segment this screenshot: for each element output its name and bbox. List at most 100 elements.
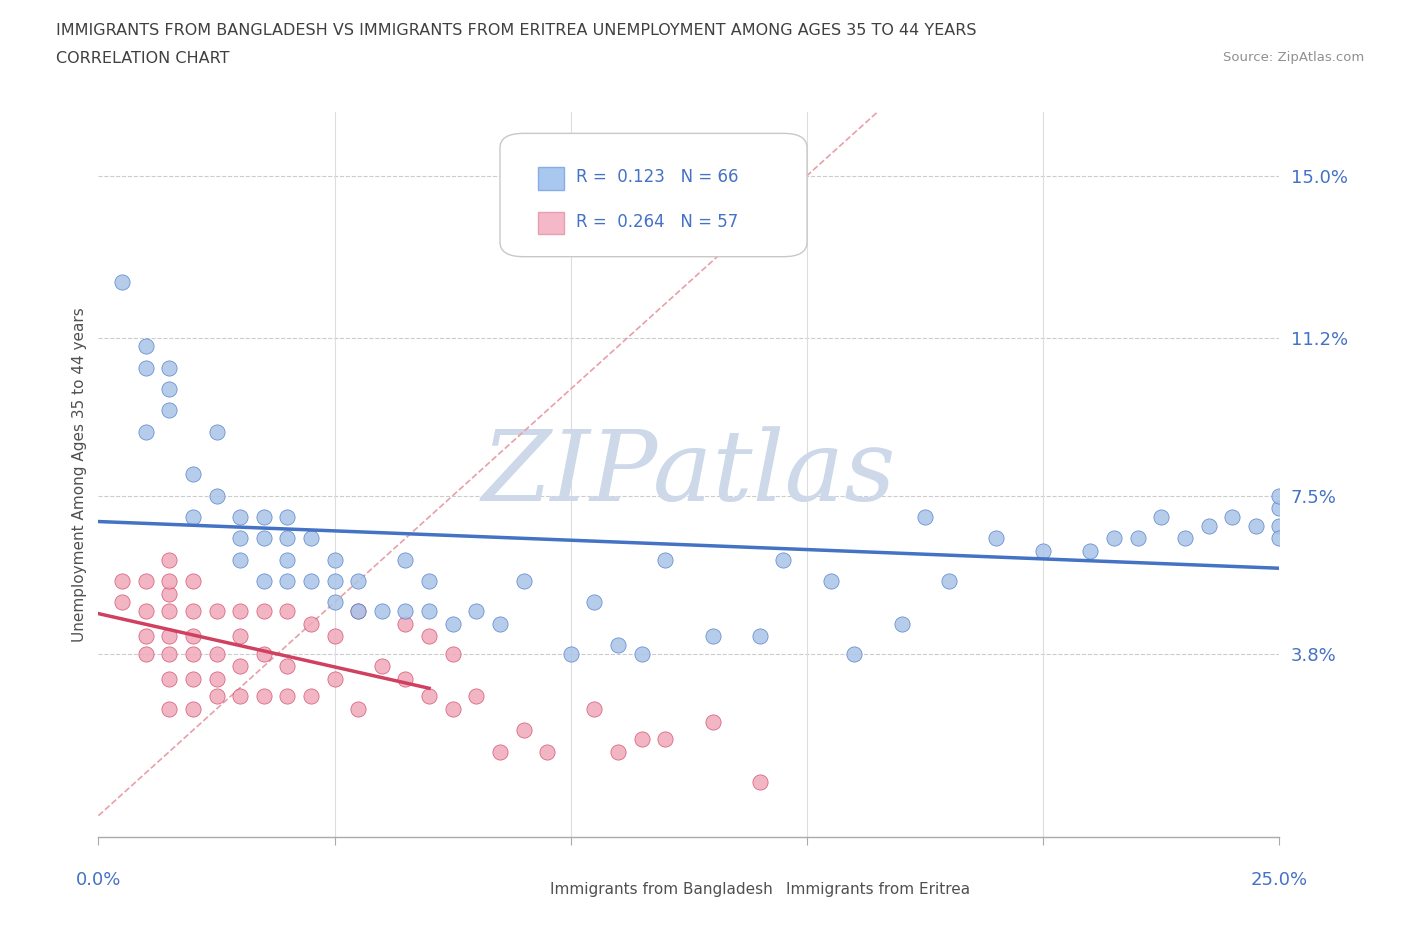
Point: [536, 744, 558, 759]
Point: [299, 531, 322, 546]
Point: [135, 339, 157, 353]
Point: [135, 424, 157, 439]
Point: [418, 604, 440, 618]
FancyBboxPatch shape: [537, 211, 564, 234]
Text: Source: ZipAtlas.com: Source: ZipAtlas.com: [1223, 51, 1364, 64]
Text: IMMIGRANTS FROM BANGLADESH VS IMMIGRANTS FROM ERITREA UNEMPLOYMENT AMONG AGES 35: IMMIGRANTS FROM BANGLADESH VS IMMIGRANTS…: [56, 23, 977, 38]
Point: [1244, 518, 1267, 533]
Point: [323, 574, 346, 589]
Text: Immigrants from Eritrea: Immigrants from Eritrea: [786, 882, 970, 897]
Point: [157, 586, 180, 601]
Point: [157, 646, 180, 661]
Point: [299, 574, 322, 589]
Point: [347, 574, 370, 589]
Point: [630, 646, 652, 661]
Point: [276, 689, 298, 704]
Text: Immigrants from Bangladesh: Immigrants from Bangladesh: [550, 882, 772, 897]
Point: [1268, 518, 1291, 533]
FancyBboxPatch shape: [501, 133, 807, 257]
Point: [157, 574, 180, 589]
Point: [1198, 518, 1220, 533]
Point: [276, 552, 298, 567]
Point: [1126, 531, 1149, 546]
Point: [394, 604, 416, 618]
Point: [418, 629, 440, 644]
Point: [157, 629, 180, 644]
Point: [299, 617, 322, 631]
Point: [205, 646, 228, 661]
FancyBboxPatch shape: [748, 877, 778, 902]
Point: [772, 552, 794, 567]
Point: [418, 689, 440, 704]
Point: [914, 510, 936, 525]
Point: [181, 671, 204, 686]
Point: [181, 701, 204, 716]
Point: [323, 629, 346, 644]
Point: [1102, 531, 1125, 546]
Point: [253, 689, 276, 704]
Point: [276, 658, 298, 673]
Point: [205, 689, 228, 704]
Point: [583, 701, 606, 716]
Point: [135, 574, 157, 589]
Point: [205, 671, 228, 686]
Point: [135, 360, 157, 375]
Point: [181, 629, 204, 644]
Point: [1150, 510, 1173, 525]
Point: [157, 381, 180, 396]
Point: [1032, 544, 1054, 559]
Point: [607, 744, 630, 759]
Point: [229, 658, 252, 673]
Point: [181, 604, 204, 618]
Point: [157, 671, 180, 686]
Point: [938, 574, 960, 589]
Point: [1316, 488, 1339, 503]
Point: [276, 574, 298, 589]
Point: [299, 689, 322, 704]
Point: [1220, 510, 1243, 525]
Point: [276, 510, 298, 525]
Point: [465, 689, 488, 704]
Point: [253, 604, 276, 618]
Point: [489, 744, 512, 759]
Point: [1268, 531, 1291, 546]
FancyBboxPatch shape: [537, 167, 564, 190]
Point: [607, 638, 630, 653]
Point: [820, 574, 842, 589]
Point: [181, 574, 204, 589]
Point: [371, 604, 394, 618]
Point: [441, 617, 464, 631]
Point: [323, 671, 346, 686]
Point: [205, 424, 228, 439]
Point: [583, 595, 606, 610]
Point: [276, 531, 298, 546]
Point: [157, 403, 180, 418]
Point: [394, 671, 416, 686]
Text: R =  0.264   N = 57: R = 0.264 N = 57: [575, 213, 738, 231]
Point: [229, 689, 252, 704]
Point: [890, 617, 912, 631]
Point: [1268, 488, 1291, 503]
Point: [512, 574, 534, 589]
Point: [323, 552, 346, 567]
Point: [371, 658, 394, 673]
Point: [844, 646, 866, 661]
Point: [630, 731, 652, 746]
Point: [441, 646, 464, 661]
Point: [253, 510, 276, 525]
Point: [394, 552, 416, 567]
Point: [135, 604, 157, 618]
Point: [1292, 501, 1315, 516]
Point: [157, 604, 180, 618]
Point: [323, 595, 346, 610]
Point: [1268, 501, 1291, 516]
Point: [229, 531, 252, 546]
Point: [253, 646, 276, 661]
Point: [560, 646, 582, 661]
Point: [984, 531, 1007, 546]
Point: [512, 723, 534, 737]
Text: 0.0%: 0.0%: [76, 871, 121, 889]
Point: [654, 552, 676, 567]
Point: [253, 574, 276, 589]
Point: [347, 604, 370, 618]
